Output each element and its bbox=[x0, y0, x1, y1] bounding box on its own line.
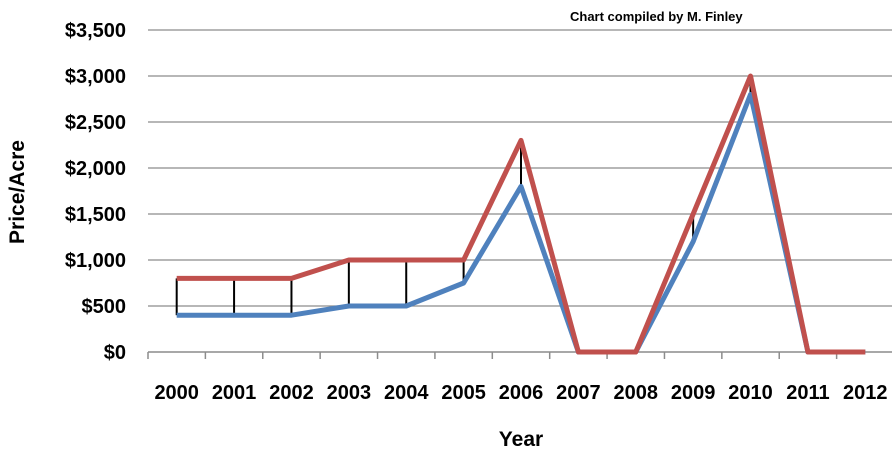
x-tick-label: 2009 bbox=[671, 382, 716, 404]
y-tick-label: $500 bbox=[82, 296, 127, 318]
x-tick-label: 2008 bbox=[614, 382, 659, 404]
x-tick-label: 2010 bbox=[728, 382, 773, 404]
y-tick-label: $3,500 bbox=[65, 20, 126, 42]
y-tick-label: $3,000 bbox=[65, 66, 126, 88]
x-tick-label: 2007 bbox=[556, 382, 601, 404]
y-tick-label: $1,500 bbox=[65, 204, 126, 226]
x-tick-label: 2000 bbox=[154, 382, 199, 404]
y-tick-label: $2,500 bbox=[65, 112, 126, 134]
y-tick-label: $2,000 bbox=[65, 158, 126, 180]
x-tick-label: 2003 bbox=[327, 382, 372, 404]
x-tick-label: 2002 bbox=[269, 382, 314, 404]
x-tick-label: 2011 bbox=[786, 382, 829, 404]
x-tick-label: 2005 bbox=[441, 382, 486, 404]
y-axis-title: Price/Acre bbox=[6, 140, 29, 244]
x-axis-ticks: 2000 2001 2002 2003 2004 2005 2006 2007 2008 2009… bbox=[148, 352, 892, 404]
x-axis-title: Year bbox=[499, 428, 543, 451]
y-tick-label: $0 bbox=[104, 342, 126, 364]
chart-note: Chart compiled by M. Finley bbox=[570, 9, 743, 24]
y-axis-ticks: $0 $500 $1,000 $1,500 $2,000 $2,500 $3,000 $3,5… bbox=[65, 20, 126, 364]
x-tick-label: 2006 bbox=[499, 382, 544, 404]
x-tick-label: 2012 bbox=[843, 382, 888, 404]
x-tick-label: 2001 bbox=[212, 382, 257, 404]
x-tick-label: 2004 bbox=[384, 382, 429, 404]
y-tick-label: $1,000 bbox=[65, 250, 126, 272]
